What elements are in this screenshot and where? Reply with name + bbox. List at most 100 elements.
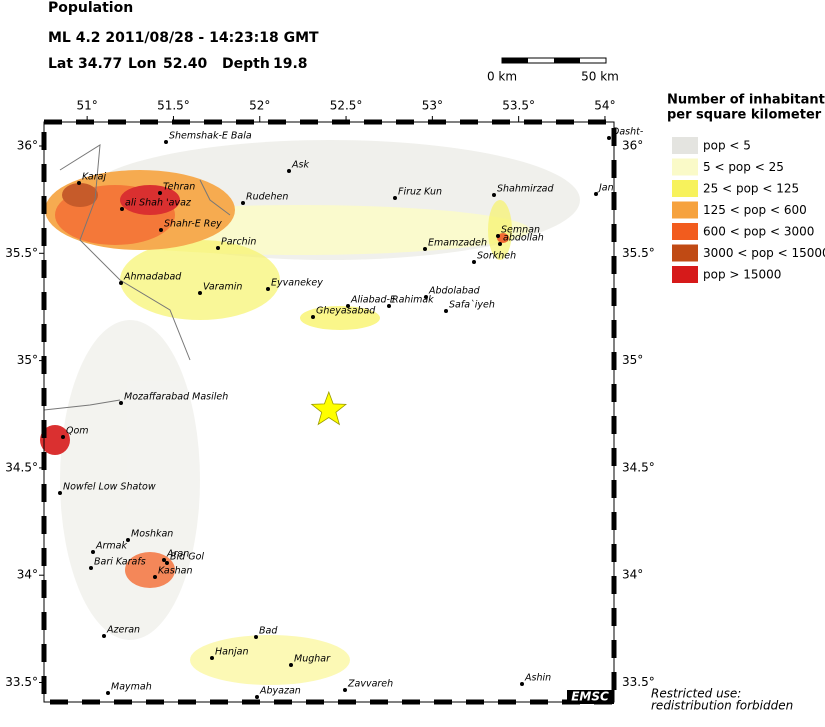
map-frame-line	[43, 121, 615, 703]
cities: Shemshak-E Bala Ask Karaj Tehran Rudehen Firu…	[58, 127, 644, 699]
city-dot	[61, 435, 65, 439]
legend-swatch	[672, 137, 698, 154]
city-dot	[106, 691, 110, 695]
city-label: Bad	[259, 626, 278, 637]
pop-area	[120, 185, 180, 215]
city-label: Shahmirzad	[497, 184, 555, 195]
city-dot	[159, 228, 163, 232]
legend-swatch	[672, 180, 698, 197]
city-dot	[216, 246, 220, 250]
city-dot	[607, 136, 611, 140]
city-dot	[153, 575, 157, 579]
footer-note: Restricted use:	[651, 687, 741, 701]
city-label: Aliabad-E	[350, 295, 396, 306]
city-label: Tehran	[163, 182, 195, 193]
legend-label: 125 < pop < 600	[703, 203, 807, 217]
depth-value: 19.8	[273, 56, 308, 72]
city-dot	[423, 247, 427, 251]
city-label: Semnan	[501, 225, 540, 236]
city-dot	[289, 663, 293, 667]
lon-tick-label: 52°	[249, 99, 270, 113]
lon-tick-label: 53.5°	[502, 99, 535, 113]
scale-bar: 0 km 50 km	[487, 57, 619, 84]
footer-note: redistribution forbidden	[651, 699, 793, 713]
city-label: Ashin	[524, 673, 551, 684]
city-label: abdollah	[503, 233, 544, 244]
city-label: Firuz Kun	[398, 187, 442, 198]
city-dot	[162, 558, 166, 562]
lon-tick-label: 54°	[594, 99, 615, 113]
city-dot	[89, 566, 93, 570]
legend-label: pop < 5	[703, 139, 751, 153]
population-shading	[40, 140, 580, 685]
city-label: Dasht-	[612, 127, 644, 138]
logo: EMSC	[571, 690, 609, 704]
lat-tick-label: 33.5°	[622, 675, 655, 689]
city-dot	[165, 561, 169, 565]
city-dot	[119, 401, 123, 405]
logo-box	[567, 690, 614, 704]
lat-tick-label: 34°	[622, 568, 643, 582]
city-label: Qom	[66, 426, 89, 437]
city-label: Armak	[95, 541, 127, 552]
city-dot	[210, 656, 214, 660]
city-label: Gheyasabad	[316, 306, 376, 317]
city-dot	[119, 281, 123, 285]
legend-swatch	[672, 201, 698, 219]
city-label: Mozaffarabad Masileh	[124, 392, 228, 403]
city-label: Kashan	[158, 566, 193, 577]
city-label: Jan	[597, 183, 614, 194]
city-label: Parchin	[221, 237, 256, 248]
pop-area	[497, 233, 509, 243]
epicenter-star	[310, 390, 347, 426]
scale-bar-seg	[502, 58, 528, 63]
legend-swatch	[672, 158, 698, 176]
city-label: Abdolabad	[428, 286, 481, 297]
city-label: ali Shah 'avaz	[125, 198, 192, 209]
lat-tick-label: 35°	[622, 353, 643, 367]
pop-area	[300, 306, 380, 330]
city-dot	[77, 181, 81, 185]
city-dot	[311, 315, 315, 319]
city-dot	[198, 291, 202, 295]
city-dot	[255, 695, 259, 699]
city-label: Moshkan	[131, 529, 173, 540]
city-dot	[492, 193, 496, 197]
city-dot	[120, 207, 124, 211]
city-label: Maymah	[111, 682, 152, 693]
city-label: Shemshak-E Bala	[169, 131, 252, 142]
city-dot	[387, 304, 391, 308]
city-label: Zavvareh	[347, 679, 393, 690]
city-dot	[287, 169, 291, 173]
lat-tick-label: 34.5°	[5, 460, 38, 474]
city-label: Nowfel Low Shatow	[63, 482, 156, 493]
lat-tick-label: 36°	[622, 139, 643, 153]
lon-tick-label: 52.5°	[330, 99, 363, 113]
city-dot	[126, 538, 130, 542]
city-dot	[102, 634, 106, 638]
lat-tick-label: 35.5°	[5, 246, 38, 260]
event-line: ML 4.2 2011/08/28 - 14:23:18 GMT	[48, 30, 319, 46]
city-label: Bari Karafs	[94, 557, 146, 568]
city-label: Safa`iyeh	[449, 300, 495, 311]
lon-tick-label: 51.5°	[157, 99, 190, 113]
city-label: Hanjan	[215, 647, 248, 658]
pop-area	[60, 320, 200, 640]
city-label: Emamzadeh	[428, 238, 487, 249]
scale-bar-seg	[554, 58, 580, 63]
legend-swatch	[672, 266, 698, 283]
city-label: Karaj	[82, 172, 106, 183]
city-dot	[393, 196, 397, 200]
boundaries	[43, 144, 231, 411]
lat-tick-label: 35°	[17, 353, 38, 367]
lat-value: 34.77	[78, 56, 122, 72]
lat-tick-label: 36°	[17, 139, 38, 153]
lat-tick-label: 34.5°	[622, 460, 655, 474]
city-dot	[91, 550, 95, 554]
lat-tick-label: 33.5°	[5, 675, 38, 689]
city-label: Aran	[166, 549, 189, 560]
boundary	[59, 144, 191, 361]
pop-area	[120, 240, 280, 320]
legend-swatch	[672, 223, 698, 240]
